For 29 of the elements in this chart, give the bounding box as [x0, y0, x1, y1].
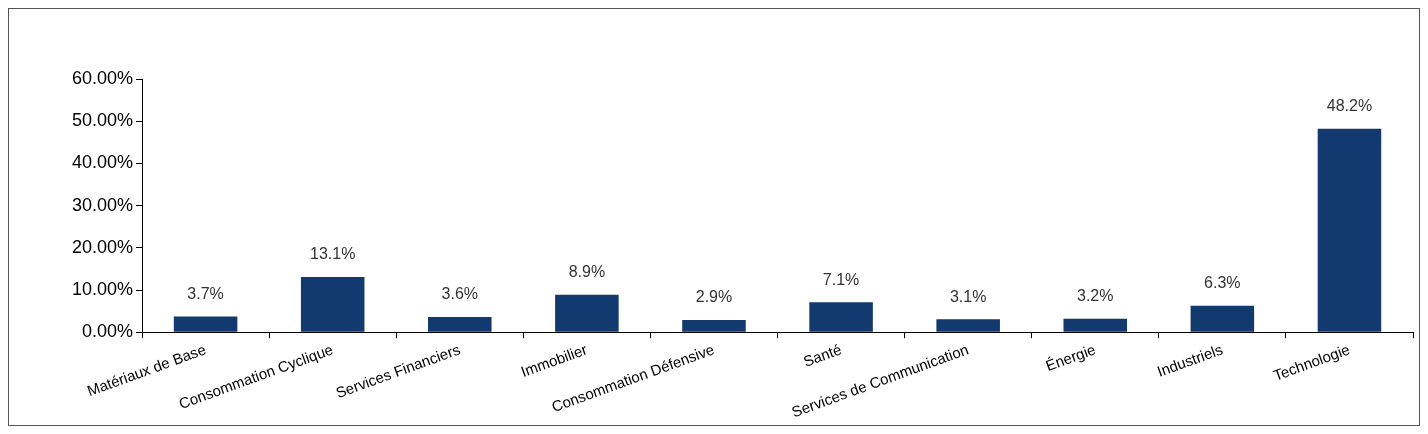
bar: [300, 276, 365, 332]
bar: [1190, 305, 1255, 332]
data-label: 3.6%: [441, 285, 479, 303]
y-tick-label: 50.00%: [71, 110, 134, 131]
y-tick-label: 60.00%: [71, 67, 134, 88]
bar: [428, 317, 492, 332]
y-tick-label: 0.00%: [82, 321, 134, 342]
data-label: 8.9%: [568, 263, 606, 281]
data-label: 7.1%: [822, 270, 860, 288]
data-label: 6.3%: [1204, 274, 1241, 292]
bar: [1317, 128, 1382, 332]
y-tick-label: 30.00%: [71, 194, 134, 215]
bar: [555, 294, 619, 332]
bar: [173, 316, 238, 332]
y-tick-label: 10.00%: [71, 278, 134, 299]
data-label: 3.2%: [1077, 287, 1114, 305]
data-label: 2.9%: [695, 288, 733, 306]
data-label: 3.7%: [187, 285, 224, 303]
x-tick-label: Santé: [800, 340, 844, 370]
x-tick-label: Énergie: [1043, 340, 1098, 375]
data-label: 13.1%: [310, 245, 356, 263]
data-label: 3.1%: [949, 287, 987, 305]
bar: [1063, 318, 1128, 332]
data-label: 48.2%: [1326, 97, 1373, 115]
y-tick-label: 20.00%: [71, 236, 134, 257]
bar: [682, 319, 746, 332]
y-tick-label: 40.00%: [71, 152, 134, 173]
bar: [936, 319, 1000, 332]
bar: [809, 302, 873, 332]
